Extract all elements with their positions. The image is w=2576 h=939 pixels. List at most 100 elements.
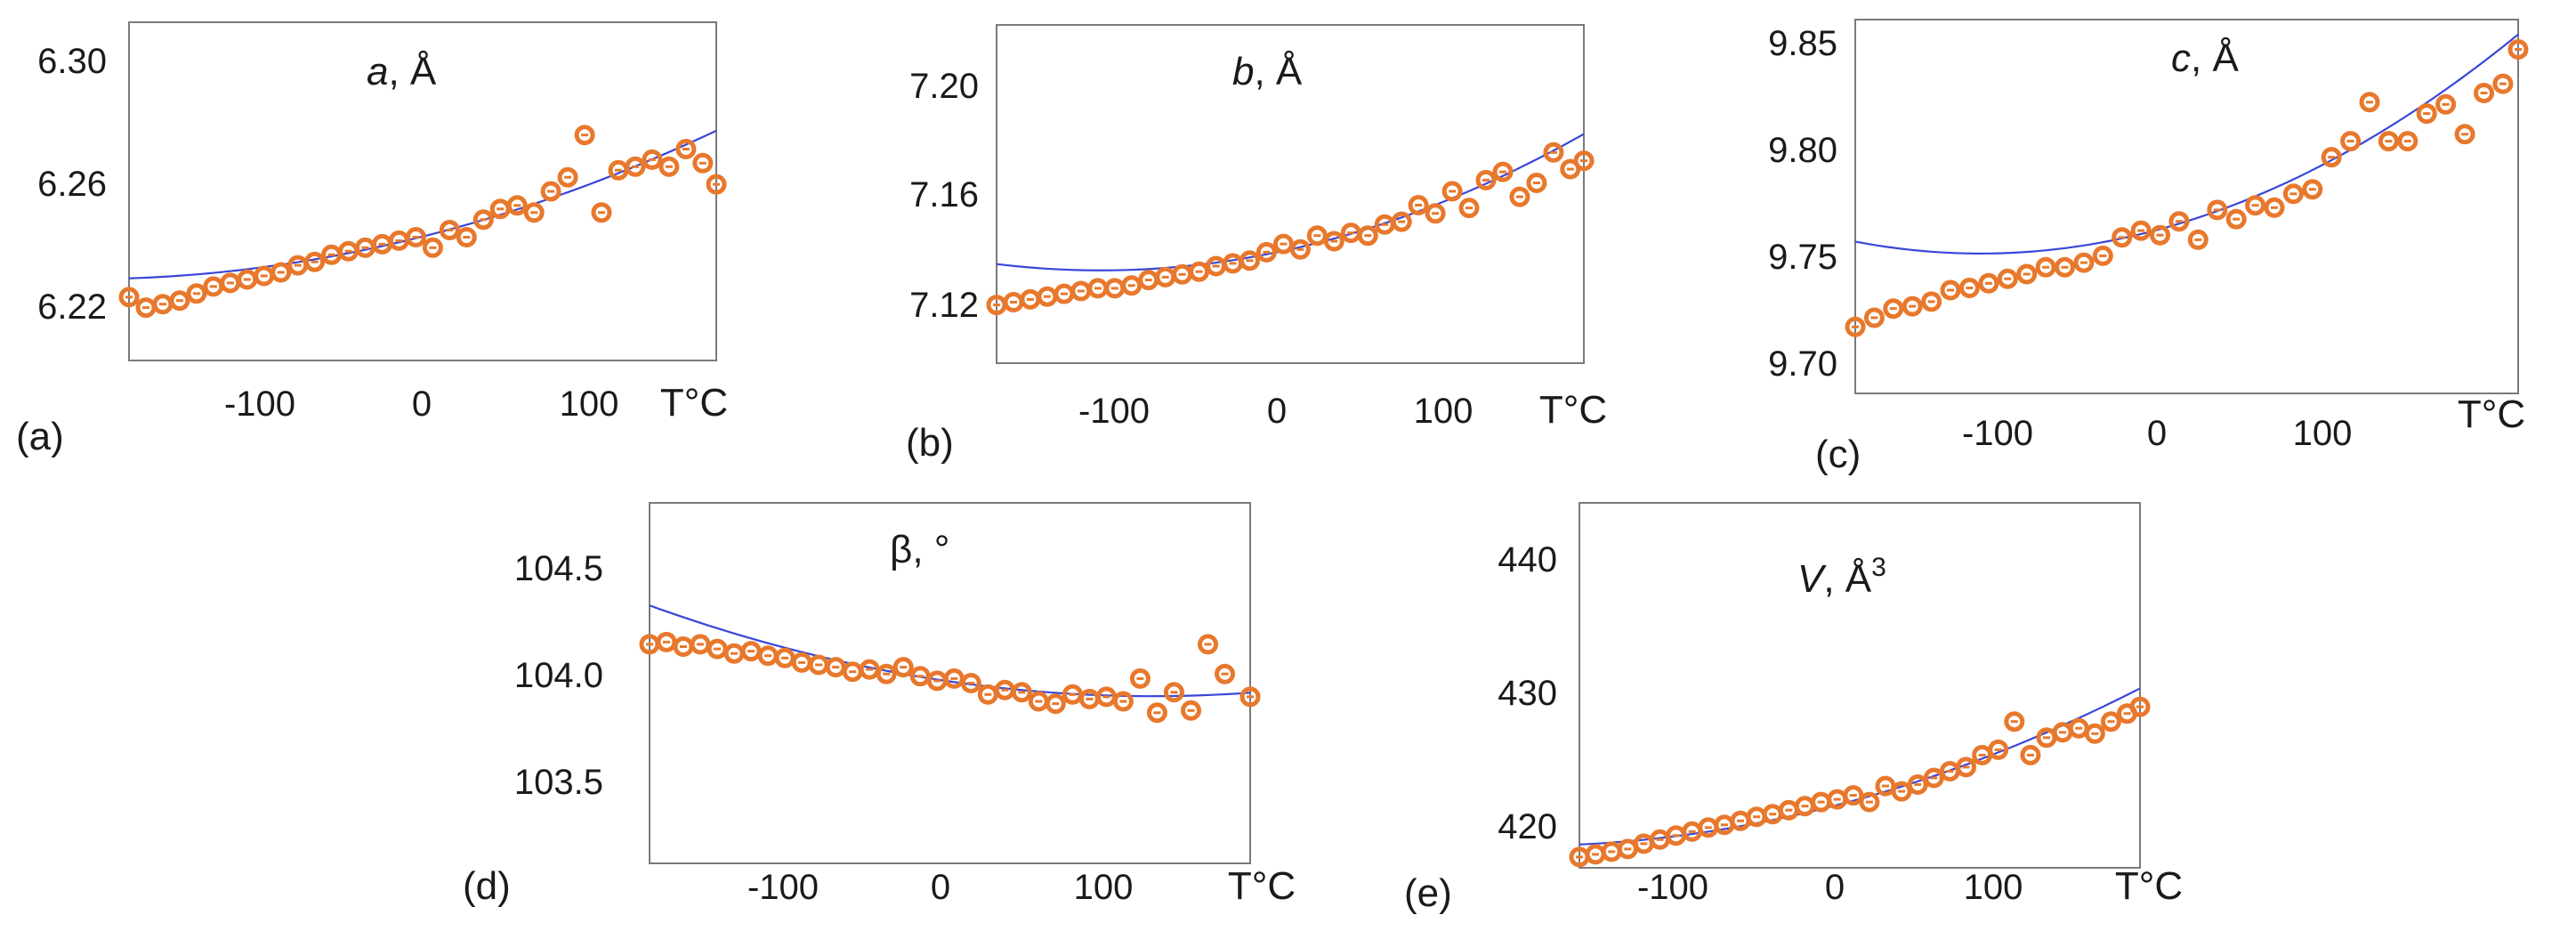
data-point-marker — [2187, 229, 2209, 250]
panel-a-xlabel: T°C — [660, 381, 728, 425]
fit-curve — [649, 604, 1251, 698]
panel-a-title-suffix: , Å — [388, 50, 436, 93]
data-point — [1003, 292, 1024, 312]
panel-b-title-symbol: b — [1232, 50, 1254, 93]
data-point-marker — [642, 149, 663, 170]
panel-c-ytick-label: 9.85 — [1768, 24, 1837, 63]
data-point-marker — [1902, 295, 1923, 317]
data-point-marker — [2454, 124, 2475, 145]
data-point — [656, 631, 677, 652]
data-point — [658, 156, 680, 177]
data-point-marker — [405, 227, 426, 247]
data-point — [2435, 93, 2457, 115]
data-point — [2130, 220, 2152, 241]
data-point — [2020, 744, 2041, 765]
data-point-marker — [422, 237, 443, 258]
data-point — [1714, 814, 1735, 836]
data-point — [1617, 838, 1638, 860]
data-point — [1425, 203, 1446, 224]
data-point — [625, 156, 646, 177]
data-point — [1988, 739, 2009, 760]
data-point-marker — [1146, 702, 1167, 724]
data-point-marker — [2004, 711, 2025, 733]
data-point-marker — [1978, 272, 1999, 294]
data-point — [1289, 239, 1311, 260]
data-point-marker — [1573, 150, 1595, 172]
data-point — [439, 220, 460, 240]
panel-a-title: a, Å — [367, 50, 437, 93]
data-point-marker — [2225, 208, 2247, 230]
data-point-marker — [1408, 195, 1429, 215]
data-point-marker — [1988, 739, 2009, 760]
data-point-marker — [523, 202, 545, 223]
data-point — [1509, 186, 1530, 207]
data-point-marker — [1357, 225, 1378, 247]
data-point-marker — [1198, 634, 1218, 655]
data-point — [2168, 211, 2190, 232]
data-point — [1240, 250, 1260, 271]
data-point — [1112, 691, 1134, 712]
data-point — [1095, 686, 1117, 708]
data-point — [2359, 92, 2380, 113]
data-point-marker — [2150, 224, 2170, 246]
data-point — [1573, 150, 1595, 172]
panel-a-ytick-label: 6.30 — [37, 42, 107, 81]
panel-a-ytick-label: 6.26 — [37, 165, 107, 204]
data-point — [1037, 286, 1058, 307]
data-point — [304, 251, 326, 272]
data-point — [1601, 841, 1622, 862]
panel-b-ytick-label: 7.12 — [909, 286, 979, 325]
data-point — [1475, 169, 1497, 190]
panel-a-title-symbol: a — [367, 50, 388, 93]
data-point — [1391, 211, 1412, 232]
data-point-marker — [540, 181, 561, 202]
data-point-marker — [1121, 275, 1143, 296]
data-point-marker — [2016, 263, 2038, 285]
data-point-marker — [2264, 197, 2285, 218]
panel-d-title: β, ° — [890, 528, 949, 571]
data-point-marker — [1958, 278, 1980, 298]
data-point-marker — [2055, 256, 2075, 278]
data-point — [1408, 195, 1429, 215]
panel-c-marker-group — [1845, 39, 2529, 337]
panel-b-plot-frame — [996, 24, 1585, 364]
data-point-marker — [1859, 791, 1880, 813]
data-point — [2055, 256, 2075, 278]
panel-c-xtick-label: 100 — [2293, 414, 2353, 453]
data-point — [2084, 723, 2105, 744]
data-point-marker — [574, 125, 595, 146]
data-point — [1845, 316, 1866, 337]
panel-e-ytick-label: 430 — [1498, 674, 1557, 713]
data-point — [523, 202, 545, 223]
data-point — [1087, 278, 1109, 299]
panel-d-fit-group — [649, 604, 1251, 698]
panel-e-xtick-label: 0 — [1825, 868, 1845, 907]
data-point-marker — [1997, 268, 2018, 289]
data-point-marker — [118, 287, 140, 308]
panel-c-label: (c) — [1815, 433, 1861, 476]
panel-a-label: (a) — [16, 415, 64, 458]
data-point-marker — [2129, 696, 2151, 717]
data-point — [994, 679, 1015, 700]
panel-d-ytick-label: 104.0 — [514, 656, 603, 695]
data-point — [574, 125, 595, 146]
data-point — [1121, 275, 1143, 296]
panel-e-title-superscript: 3 — [1871, 553, 1886, 582]
data-point-marker — [1907, 774, 1928, 795]
data-point — [2073, 252, 2095, 273]
data-point-marker — [1391, 211, 1412, 232]
panel-d-ytick-label: 103.5 — [514, 763, 603, 802]
data-point-marker — [2130, 220, 2152, 241]
data-point-marker — [1011, 682, 1032, 703]
data-point — [186, 283, 207, 304]
data-point — [1323, 231, 1345, 252]
data-point-marker — [1940, 279, 1961, 301]
panel-e-xlabel: T°C — [2115, 864, 2183, 908]
data-point — [707, 638, 728, 660]
panel-b: 7.20 7.16 7.12 -100 0 100 T°C (b) b, Å — [906, 24, 1607, 465]
data-point — [472, 209, 494, 231]
data-point — [892, 657, 914, 678]
data-point — [1891, 781, 1912, 802]
data-point-marker — [1543, 142, 1564, 163]
data-point — [1956, 757, 1976, 778]
